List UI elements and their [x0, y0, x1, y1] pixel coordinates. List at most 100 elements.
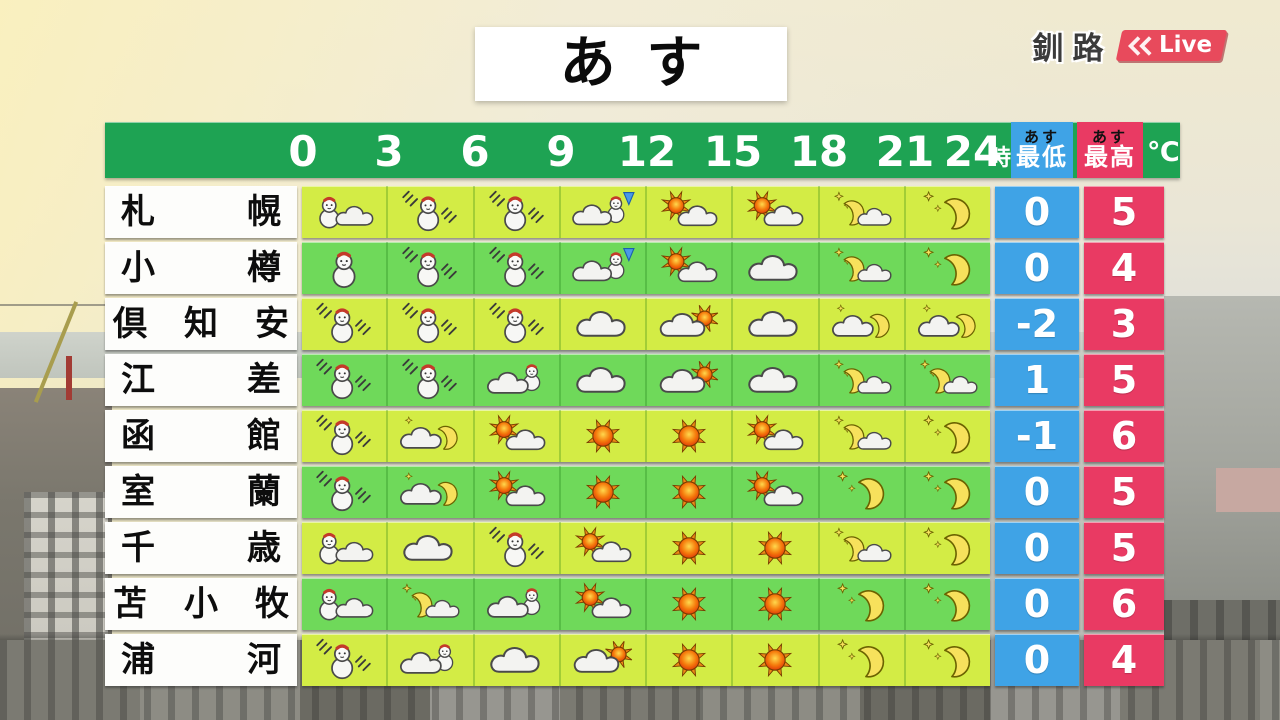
- low-temp-value: 0: [995, 466, 1079, 518]
- table-row: 小樽 0 4: [105, 242, 1167, 294]
- weather-icon-strip: [302, 466, 990, 518]
- city-label: 室蘭: [105, 466, 297, 518]
- weather-icon-sun: [645, 410, 731, 462]
- weather-icon-snowman-wind: [386, 242, 472, 294]
- weather-icon-moon-cloud: [817, 354, 904, 406]
- weather-icon-moon-stars: [903, 466, 990, 518]
- weather-icon-sun-cloud: [472, 410, 559, 462]
- city-char: 倶: [113, 304, 147, 344]
- weather-icon-moon-cloud: [817, 410, 904, 462]
- weather-icon-moon-cloud: [817, 186, 904, 238]
- table-row: 苫小牧 0 6: [105, 578, 1167, 630]
- high-header-bottom: 最高: [1084, 143, 1136, 172]
- weather-icon-snowman-wind: [302, 410, 386, 462]
- weather-icon-sun-cloud: [472, 466, 559, 518]
- city-char: 牧: [255, 584, 289, 624]
- low-temp-value: 0: [995, 578, 1079, 630]
- weather-icon-sun: [731, 578, 817, 630]
- station-name: 釧路: [1032, 30, 1113, 67]
- city-char: 浦: [121, 640, 155, 680]
- weather-icon-sun-cloud: [645, 186, 731, 238]
- city-label: 倶知安: [105, 298, 297, 350]
- weather-icon-snowman: [302, 242, 386, 294]
- hour-tick: 6: [460, 126, 490, 176]
- weather-icon-snowman-wind: [302, 634, 386, 686]
- weather-icon-cloud-moon: [903, 298, 990, 350]
- weather-icon-cloud: [558, 354, 645, 406]
- weather-icon-cloud: [731, 298, 817, 350]
- city-char: 樽: [247, 248, 281, 288]
- weather-icon-moon-stars: [817, 466, 904, 518]
- table-row: 函館 -1 6: [105, 410, 1167, 462]
- city-char: 室: [121, 472, 155, 512]
- weather-icon-snowman-wind: [386, 298, 472, 350]
- weather-icon-moon-cloud: [903, 354, 990, 406]
- weather-icon-strip: [302, 354, 990, 406]
- table-row: 室蘭 0 5: [105, 466, 1167, 518]
- hour-unit-label: 時: [989, 146, 1012, 171]
- weather-icon-snowman-wind: [472, 242, 559, 294]
- high-temp-header: あす 最高: [1077, 122, 1143, 178]
- weather-icon-sun: [558, 466, 645, 518]
- live-label: Live: [1158, 31, 1212, 58]
- weather-icon-moon-stars: [903, 634, 990, 686]
- weather-icon-sun-cloud: [731, 186, 817, 238]
- weather-icon-cloud-moon: [386, 410, 472, 462]
- weather-icon-cloud-snowman-arrow: [558, 186, 645, 238]
- weather-icon-moon-stars: [903, 578, 990, 630]
- weather-icon-moon-stars: [817, 578, 904, 630]
- city-label: 浦河: [105, 634, 297, 686]
- high-temp-value: 4: [1084, 634, 1164, 686]
- low-header-top: あす: [1023, 127, 1060, 146]
- city-char: 知: [184, 304, 218, 344]
- weather-icon-cloud-snowman: [472, 578, 559, 630]
- city-label: 札幌: [105, 186, 297, 238]
- low-temp-value: 0: [995, 634, 1079, 686]
- weather-icon-strip: [302, 578, 990, 630]
- low-temp-value: -1: [995, 410, 1079, 462]
- weather-icon-strip: [302, 298, 990, 350]
- high-temp-value: 5: [1084, 186, 1164, 238]
- hour-tick: 15: [703, 126, 763, 176]
- low-temp-value: 0: [995, 522, 1079, 574]
- high-temp-value: 4: [1084, 242, 1164, 294]
- city-label: 小樽: [105, 242, 297, 294]
- table-row: 江差 1 5: [105, 354, 1167, 406]
- weather-icon-moon-stars: [903, 242, 990, 294]
- weather-icon-moon-stars: [903, 410, 990, 462]
- city-char: 函: [121, 416, 155, 456]
- city-char: 小: [184, 584, 218, 624]
- city-char: 札: [121, 192, 155, 232]
- table-row: 浦河 0 4: [105, 634, 1167, 686]
- low-temp-value: -2: [995, 298, 1079, 350]
- high-temp-value: 5: [1084, 354, 1164, 406]
- weather-icon-strip: [302, 410, 990, 462]
- temp-unit-label: ℃: [1147, 137, 1180, 168]
- weather-icon-snowman-wind: [472, 522, 559, 574]
- city-char: 歳: [247, 528, 281, 568]
- low-temp-value: 0: [995, 186, 1079, 238]
- low-temp-value: 1: [995, 354, 1079, 406]
- background-horizon-line: [0, 304, 112, 306]
- table-row: 札幌 0 5: [105, 186, 1167, 238]
- page-title: あす: [475, 27, 787, 101]
- weather-icon-sun-cloud: [558, 522, 645, 574]
- high-temp-value: 6: [1084, 410, 1164, 462]
- weather-icon-snowman-wind: [302, 298, 386, 350]
- weather-icon-sun: [731, 634, 817, 686]
- weather-icon-snowman-wind: [386, 354, 472, 406]
- high-temp-value: 5: [1084, 466, 1164, 518]
- weather-icon-cloud: [731, 354, 817, 406]
- weather-icon-snowman-cloud: [302, 522, 386, 574]
- weather-icon-strip: [302, 634, 990, 686]
- city-char: 河: [247, 640, 281, 680]
- weather-icon-sun: [645, 578, 731, 630]
- weather-icon-strip: [302, 242, 990, 294]
- city-char: 差: [247, 360, 281, 400]
- weather-icon-sun: [645, 466, 731, 518]
- high-temp-value: 5: [1084, 522, 1164, 574]
- high-temp-value: 6: [1084, 578, 1164, 630]
- hour-tick: 24: [943, 126, 1003, 176]
- weather-icon-cloud: [386, 522, 472, 574]
